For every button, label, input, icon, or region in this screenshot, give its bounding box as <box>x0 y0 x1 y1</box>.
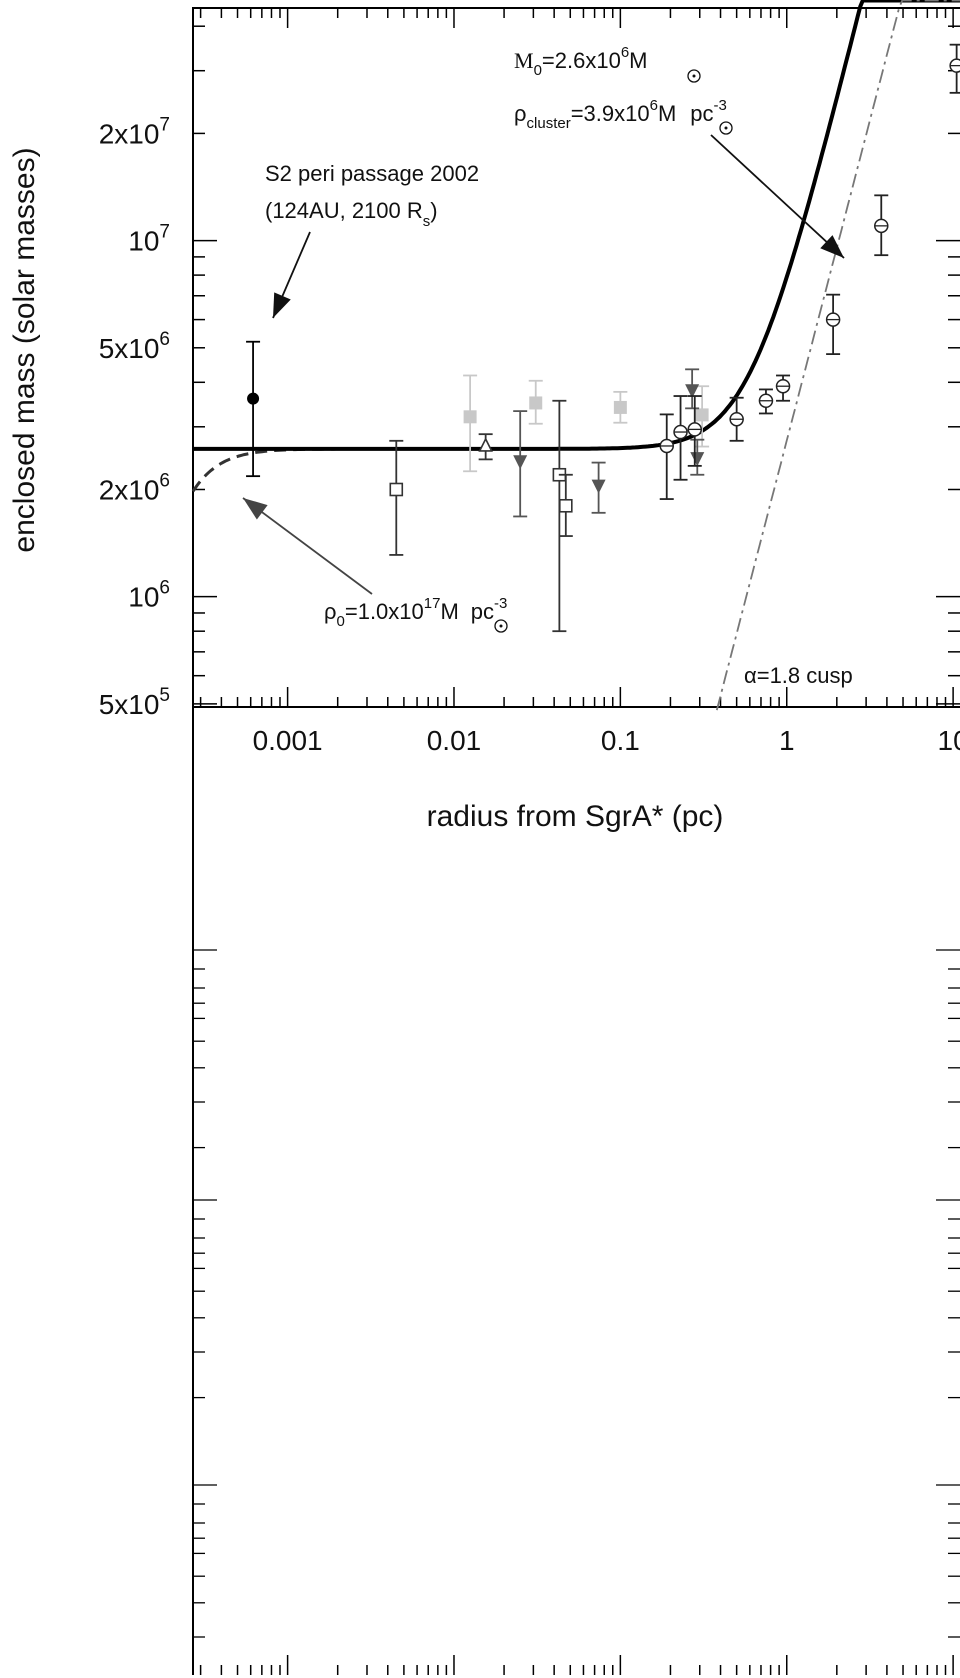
tick-labels: 0.001 0.01 0.1 1 10 2x107 107 5x106 2x106 106 5x10… <box>99 114 960 756</box>
y-tick-label: 5x105 <box>99 685 170 720</box>
data-point <box>874 194 889 257</box>
data-point <box>687 395 703 467</box>
axis-ticks <box>193 8 960 1675</box>
sun-dot <box>724 126 728 130</box>
marker-filled-triangle-down <box>513 455 528 470</box>
m0-annotation: M0=2.6x106M <box>514 44 647 79</box>
model-curves <box>191 0 960 711</box>
arrow-head <box>273 292 291 318</box>
y-tick-label: 2x107 <box>99 114 170 149</box>
sun-symbol <box>494 619 508 633</box>
x-tick-label: 1 <box>779 725 795 756</box>
x-tick-label: 0.001 <box>253 725 323 756</box>
data-point <box>685 368 700 410</box>
data-point <box>659 413 674 500</box>
x-tick-label: 10 <box>938 725 960 756</box>
plot-frame <box>192 7 960 708</box>
data-point <box>513 410 528 518</box>
data-point <box>558 473 573 537</box>
data-point <box>528 379 543 425</box>
cluster-model-curve <box>193 0 960 451</box>
marker-filled-triangle-down <box>685 384 700 399</box>
marker-filled-square <box>695 408 709 422</box>
marker-filled-square <box>613 400 627 414</box>
data-points <box>246 43 960 633</box>
s2-annotation-line1: S2 peri passage 2002 <box>265 161 479 186</box>
marker-open-triangle <box>478 437 493 452</box>
data-point <box>552 399 567 633</box>
rho0-annotation: ρ0=1.0x1017M pc-3 <box>324 595 507 630</box>
y-tick-label: 106 <box>128 578 170 613</box>
y-axis-label: enclosed mass (solar masses) <box>8 147 41 552</box>
data-point <box>463 374 478 473</box>
x-tick-label: 0.1 <box>601 725 640 756</box>
s2-annotation-line2: (124AU, 2100 Rs) <box>265 198 438 230</box>
cusp-annotation: α=1.8 cusp <box>744 663 853 688</box>
sun-dot <box>499 624 503 628</box>
x-tick-label: 0.01 <box>427 725 482 756</box>
sun-ring <box>687 69 701 83</box>
data-point <box>775 374 791 402</box>
annotation-arrows <box>242 134 845 595</box>
y-tick-label: 5x106 <box>99 329 170 364</box>
data-point <box>389 439 404 556</box>
data-point <box>695 385 710 448</box>
arrow-shaft <box>710 134 845 259</box>
data-point <box>591 461 606 514</box>
arrow-shaft <box>242 497 373 595</box>
arrow-head <box>820 235 844 258</box>
data-point <box>673 395 688 481</box>
marker-open-square <box>559 498 573 513</box>
data-point <box>949 43 960 94</box>
sun-ring <box>494 619 508 633</box>
sun-symbol <box>719 121 733 135</box>
marker-filled-square <box>463 410 477 424</box>
data-point <box>246 340 261 478</box>
y-tick-label: 2x106 <box>99 470 170 505</box>
arrow-head <box>243 498 268 520</box>
marker-filled-circle <box>247 392 260 405</box>
sun-symbol <box>687 69 701 83</box>
data-point <box>478 433 493 461</box>
sun-ring <box>719 121 733 135</box>
plot-border <box>192 7 960 708</box>
data-point <box>825 293 841 356</box>
data-point <box>613 390 628 424</box>
data-point <box>690 438 705 476</box>
y-tick-label: 107 <box>128 222 170 257</box>
data-point <box>729 396 744 442</box>
sun-dot <box>692 74 696 78</box>
cusp-curve <box>715 0 960 711</box>
marker-open-square <box>389 482 404 497</box>
data-point <box>758 388 774 415</box>
x-axis-label: radius from SgrA* (pc) <box>427 800 724 833</box>
marker-filled-triangle-down <box>591 479 606 494</box>
marker-filled-triangle-down <box>690 452 705 467</box>
rho-cluster-annotation: ρcluster=3.9x106M pc-3 <box>514 97 727 132</box>
marker-filled-square <box>529 396 543 410</box>
